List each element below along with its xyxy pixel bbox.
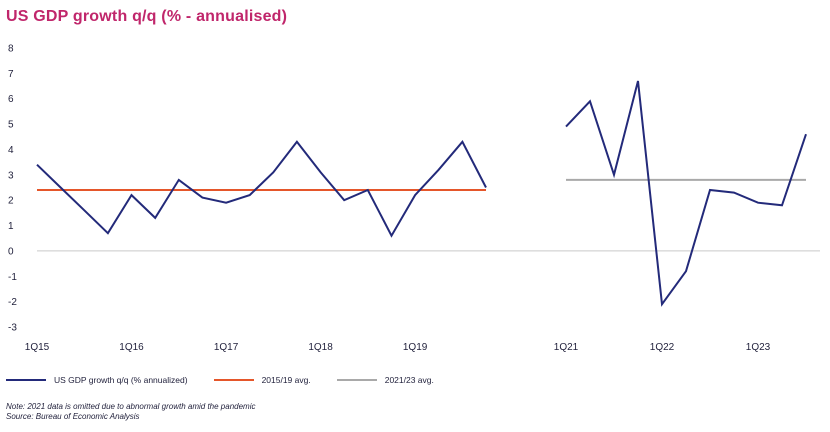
source-text: Source: Bureau of Economic Analysis <box>6 412 140 421</box>
y-tick-label: 6 <box>8 94 14 105</box>
legend-item-gdp: US GDP growth q/q (% annualized) <box>6 375 188 385</box>
legend-swatch-gdp <box>6 379 46 381</box>
gdp-series <box>36 80 807 307</box>
x-tick-label: 1Q19 <box>403 342 428 353</box>
x-tick-label: 1Q17 <box>214 342 239 353</box>
gdp-line-2021-23 <box>565 80 807 307</box>
y-tick-label: 2 <box>8 196 14 207</box>
x-tick-label: 1Q23 <box>746 342 771 353</box>
axes: 8 7 6 5 4 3 2 1 0 -1 -2 -3 1Q15 1Q16 1Q17 1Q18 1Q19 1Q21 1… <box>8 44 820 353</box>
y-tick-label: -3 <box>8 323 17 334</box>
average-lines <box>37 178 806 192</box>
x-tick-label: 1Q22 <box>650 342 675 353</box>
y-tick-label: 7 <box>8 69 14 80</box>
y-tick-label: -2 <box>8 297 17 308</box>
legend-label-avg-2021-23: 2021/23 avg. <box>384 375 434 385</box>
legend-label-avg-2015-19: 2015/19 avg. <box>261 375 311 385</box>
legend: US GDP growth q/q (% annualized) 2015/19… <box>6 373 460 387</box>
legend-label-gdp: US GDP growth q/q (% annualized) <box>54 375 188 385</box>
legend-item-avg-2015-19: 2015/19 avg. <box>213 375 311 385</box>
chart-title: US GDP growth q/q (% - annualised) <box>6 8 288 25</box>
y-tick-label: 3 <box>8 170 14 181</box>
legend-swatch-avg-2015-19 <box>213 379 254 381</box>
note-text: Note: 2021 data is omitted due to abnorm… <box>6 402 256 411</box>
x-tick-label: 1Q16 <box>119 342 144 353</box>
y-tick-label: 1 <box>8 221 14 232</box>
x-tick-label: 1Q15 <box>25 342 50 353</box>
gdp-line-2015-19 <box>36 140 487 238</box>
y-tick-label: 4 <box>8 145 14 156</box>
y-tick-label: 5 <box>8 120 14 131</box>
x-tick-label: 1Q18 <box>308 342 333 353</box>
legend-item-avg-2021-23: 2021/23 avg. <box>336 375 434 385</box>
footnotes: Note: 2021 data is omitted due to abnorm… <box>6 402 255 422</box>
x-tick-label: 1Q21 <box>554 342 579 353</box>
legend-swatch-avg-2021-23 <box>336 379 377 381</box>
y-tick-label: -1 <box>8 272 17 283</box>
y-tick-label: 0 <box>8 246 14 257</box>
y-tick-label: 8 <box>8 44 14 55</box>
